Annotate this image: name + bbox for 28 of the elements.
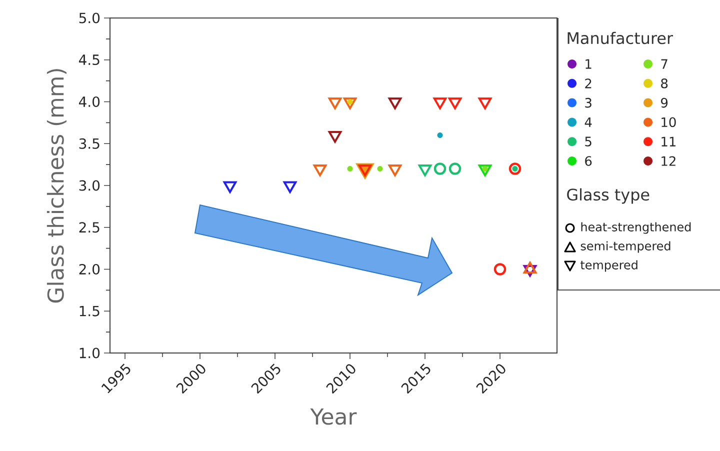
y-tick-label: 3.5	[79, 138, 100, 149]
y-axis-title: Glass thickness (mm)	[46, 69, 66, 303]
x-axis-title: Year	[310, 408, 357, 425]
text: heat-strengthened	[581, 222, 691, 234]
text: Glass type	[567, 188, 650, 204]
legend-label: 5	[585, 136, 592, 146]
text: tempered	[580, 260, 638, 272]
text: semi-tempered	[580, 241, 670, 253]
legend-label: 10	[662, 117, 676, 128]
legend-title: Manufacturer	[568, 32, 674, 44]
legend-label: 8	[661, 78, 668, 88]
legend-label: 3	[585, 98, 592, 108]
y-tick-label: 2.5	[79, 222, 100, 233]
y-tick-label: 3.0	[79, 180, 100, 191]
legend-label: 12	[662, 156, 676, 166]
legend-label: 4	[584, 117, 592, 127]
y-tick-label: 1.0	[80, 348, 100, 358]
y-tick-label: 5.0	[79, 12, 100, 24]
legend-label: 1	[586, 59, 592, 69]
legend-label: 6	[585, 156, 592, 166]
legend-label: 11	[662, 136, 676, 146]
legend-label: 9	[661, 98, 668, 108]
legend-label: 2	[585, 78, 592, 88]
y-tick-label: 4.0	[78, 96, 100, 108]
y-tick-label: 4.5	[78, 54, 100, 66]
y-tick-label: 1.5	[80, 306, 100, 316]
legend-label: 7	[661, 59, 668, 69]
y-tick-label: 2.0	[79, 264, 100, 275]
